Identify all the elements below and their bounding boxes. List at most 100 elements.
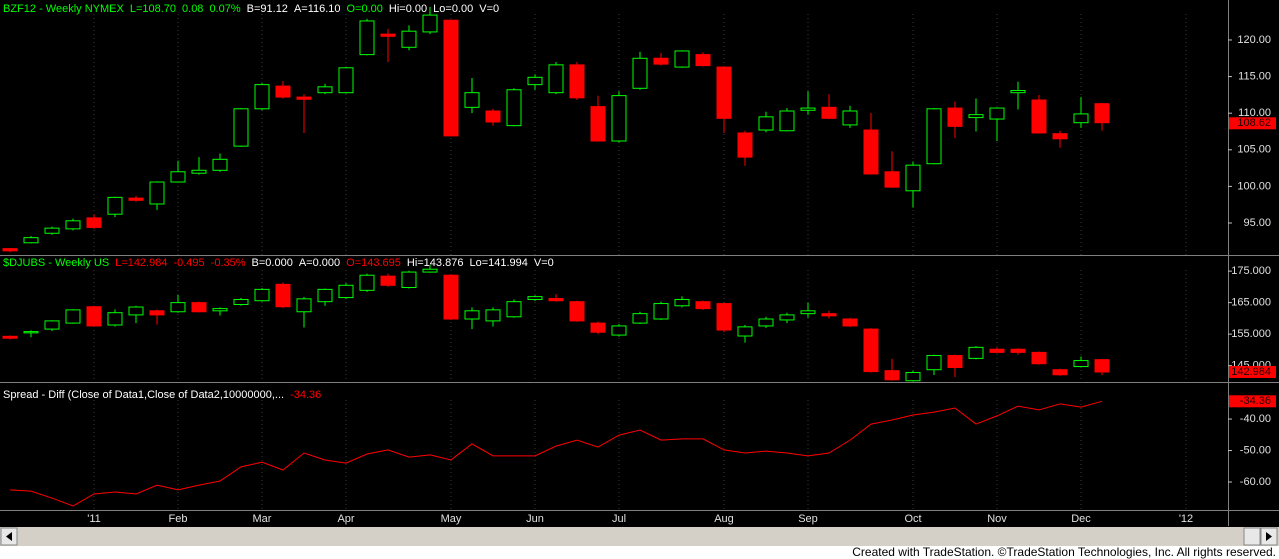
- candle-body: [107, 312, 123, 326]
- candle-body: [863, 328, 879, 373]
- candle-body: [779, 110, 795, 132]
- candle-body: [23, 237, 39, 244]
- candle-body: [842, 318, 858, 327]
- candle-body: [674, 50, 690, 68]
- x-tick-label: Jun: [526, 513, 544, 525]
- candle-body: [422, 14, 438, 33]
- candle-body: [2, 248, 18, 252]
- candle-body: [254, 288, 270, 302]
- candle-body: [1010, 348, 1026, 353]
- candle-body: [422, 268, 438, 273]
- candle-body: [1052, 133, 1068, 140]
- candle-body: [884, 370, 900, 381]
- footer-text: Created with TradeStation. ©TradeStation…: [852, 545, 1276, 559]
- x-tick-label: Jul: [612, 513, 626, 525]
- candle-body: [800, 310, 816, 315]
- candle-body: [485, 110, 501, 123]
- candle-body: [485, 309, 501, 322]
- x-tick-label: Feb: [169, 513, 188, 525]
- candle-body: [695, 54, 711, 67]
- candle-body: [443, 19, 459, 137]
- candle-body: [590, 106, 606, 142]
- candle-body: [989, 107, 1005, 120]
- candle-body: [1031, 351, 1047, 365]
- candle-body: [569, 301, 585, 322]
- candle-body: [716, 303, 732, 331]
- candle-body: [443, 274, 459, 320]
- header-field: Lo=141.994: [469, 257, 527, 269]
- candle-body: [653, 303, 669, 320]
- candle-body: [464, 92, 480, 108]
- candle-body: [506, 89, 522, 127]
- candle-body: [737, 132, 753, 158]
- candle-body: [191, 169, 207, 174]
- y-tick-label: 105.00: [1237, 144, 1271, 156]
- x-tick-label: '11: [87, 513, 101, 525]
- candle-body: [296, 298, 312, 313]
- header-field: L=142.984: [115, 257, 167, 269]
- candle-body: [317, 288, 333, 303]
- candle-body: [968, 114, 984, 119]
- last-price-marker: [1229, 395, 1276, 408]
- x-tick-label: Aug: [714, 513, 734, 525]
- candle-body: [317, 86, 333, 94]
- y-tick-label: 100.00: [1237, 180, 1271, 192]
- candle-body: [2, 335, 18, 339]
- header-field: B=0.000: [252, 257, 293, 269]
- candle-body: [548, 64, 564, 94]
- candle-body: [611, 95, 627, 142]
- candle-body: [758, 116, 774, 131]
- x-tick-label: Mar: [253, 513, 272, 525]
- candle-body: [611, 325, 627, 336]
- candle-body: [884, 171, 900, 188]
- candle-body: [1031, 99, 1047, 134]
- header-field: Hi=143.876: [407, 257, 464, 269]
- header-field: A=116.10: [294, 3, 341, 15]
- header-field: O=143.695: [346, 257, 401, 269]
- pane-header: $DJUBS - Weekly US L=142.984 -0.495 -0.35% B…: [3, 257, 554, 269]
- header-field: -0.35%: [211, 257, 246, 269]
- candle-body: [359, 20, 375, 56]
- y-tick-label: 95.00: [1243, 217, 1271, 229]
- candle-body: [737, 326, 753, 337]
- candle-body: [926, 108, 942, 165]
- header-field: 0.08: [182, 3, 203, 15]
- candle-body: [212, 158, 228, 171]
- y-tick-label: 175.000: [1231, 265, 1271, 277]
- header-field: O=0.00: [347, 3, 383, 15]
- candle-body: [296, 96, 312, 100]
- candle-body: [1094, 359, 1110, 373]
- footer-bar: [0, 546, 1279, 559]
- candle-body: [569, 64, 585, 99]
- candle-body: [464, 310, 480, 320]
- candle-body: [1052, 369, 1068, 376]
- y-tick-label: 155.000: [1231, 328, 1271, 340]
- scroll-thumb[interactable]: [1243, 527, 1261, 546]
- candle-body: [905, 164, 921, 192]
- header-field: L=108.70: [130, 3, 176, 15]
- header-field: Lo=0.00: [433, 3, 473, 15]
- header-field: -0.495: [173, 257, 204, 269]
- candle-body: [191, 302, 207, 313]
- candle-body: [695, 301, 711, 310]
- x-tick-label: Oct: [904, 513, 921, 525]
- candle-body: [758, 318, 774, 327]
- header-field: 0.07%: [209, 3, 240, 15]
- candle-body: [23, 331, 39, 334]
- candle-body: [275, 283, 291, 308]
- scrollbar[interactable]: [0, 527, 1279, 546]
- candle-body: [86, 217, 102, 228]
- candle-body: [128, 197, 144, 201]
- candle-body: [821, 106, 837, 119]
- candle-body: [548, 298, 564, 302]
- header-field: BZF12 - Weekly NYMEX: [3, 3, 124, 15]
- y-tick-label: 110.00: [1238, 107, 1271, 119]
- candle-body: [275, 85, 291, 98]
- candle-body: [233, 108, 249, 147]
- candle-body: [842, 110, 858, 126]
- candle-body: [338, 284, 354, 299]
- candle-body: [926, 355, 942, 371]
- candle-body: [527, 76, 543, 86]
